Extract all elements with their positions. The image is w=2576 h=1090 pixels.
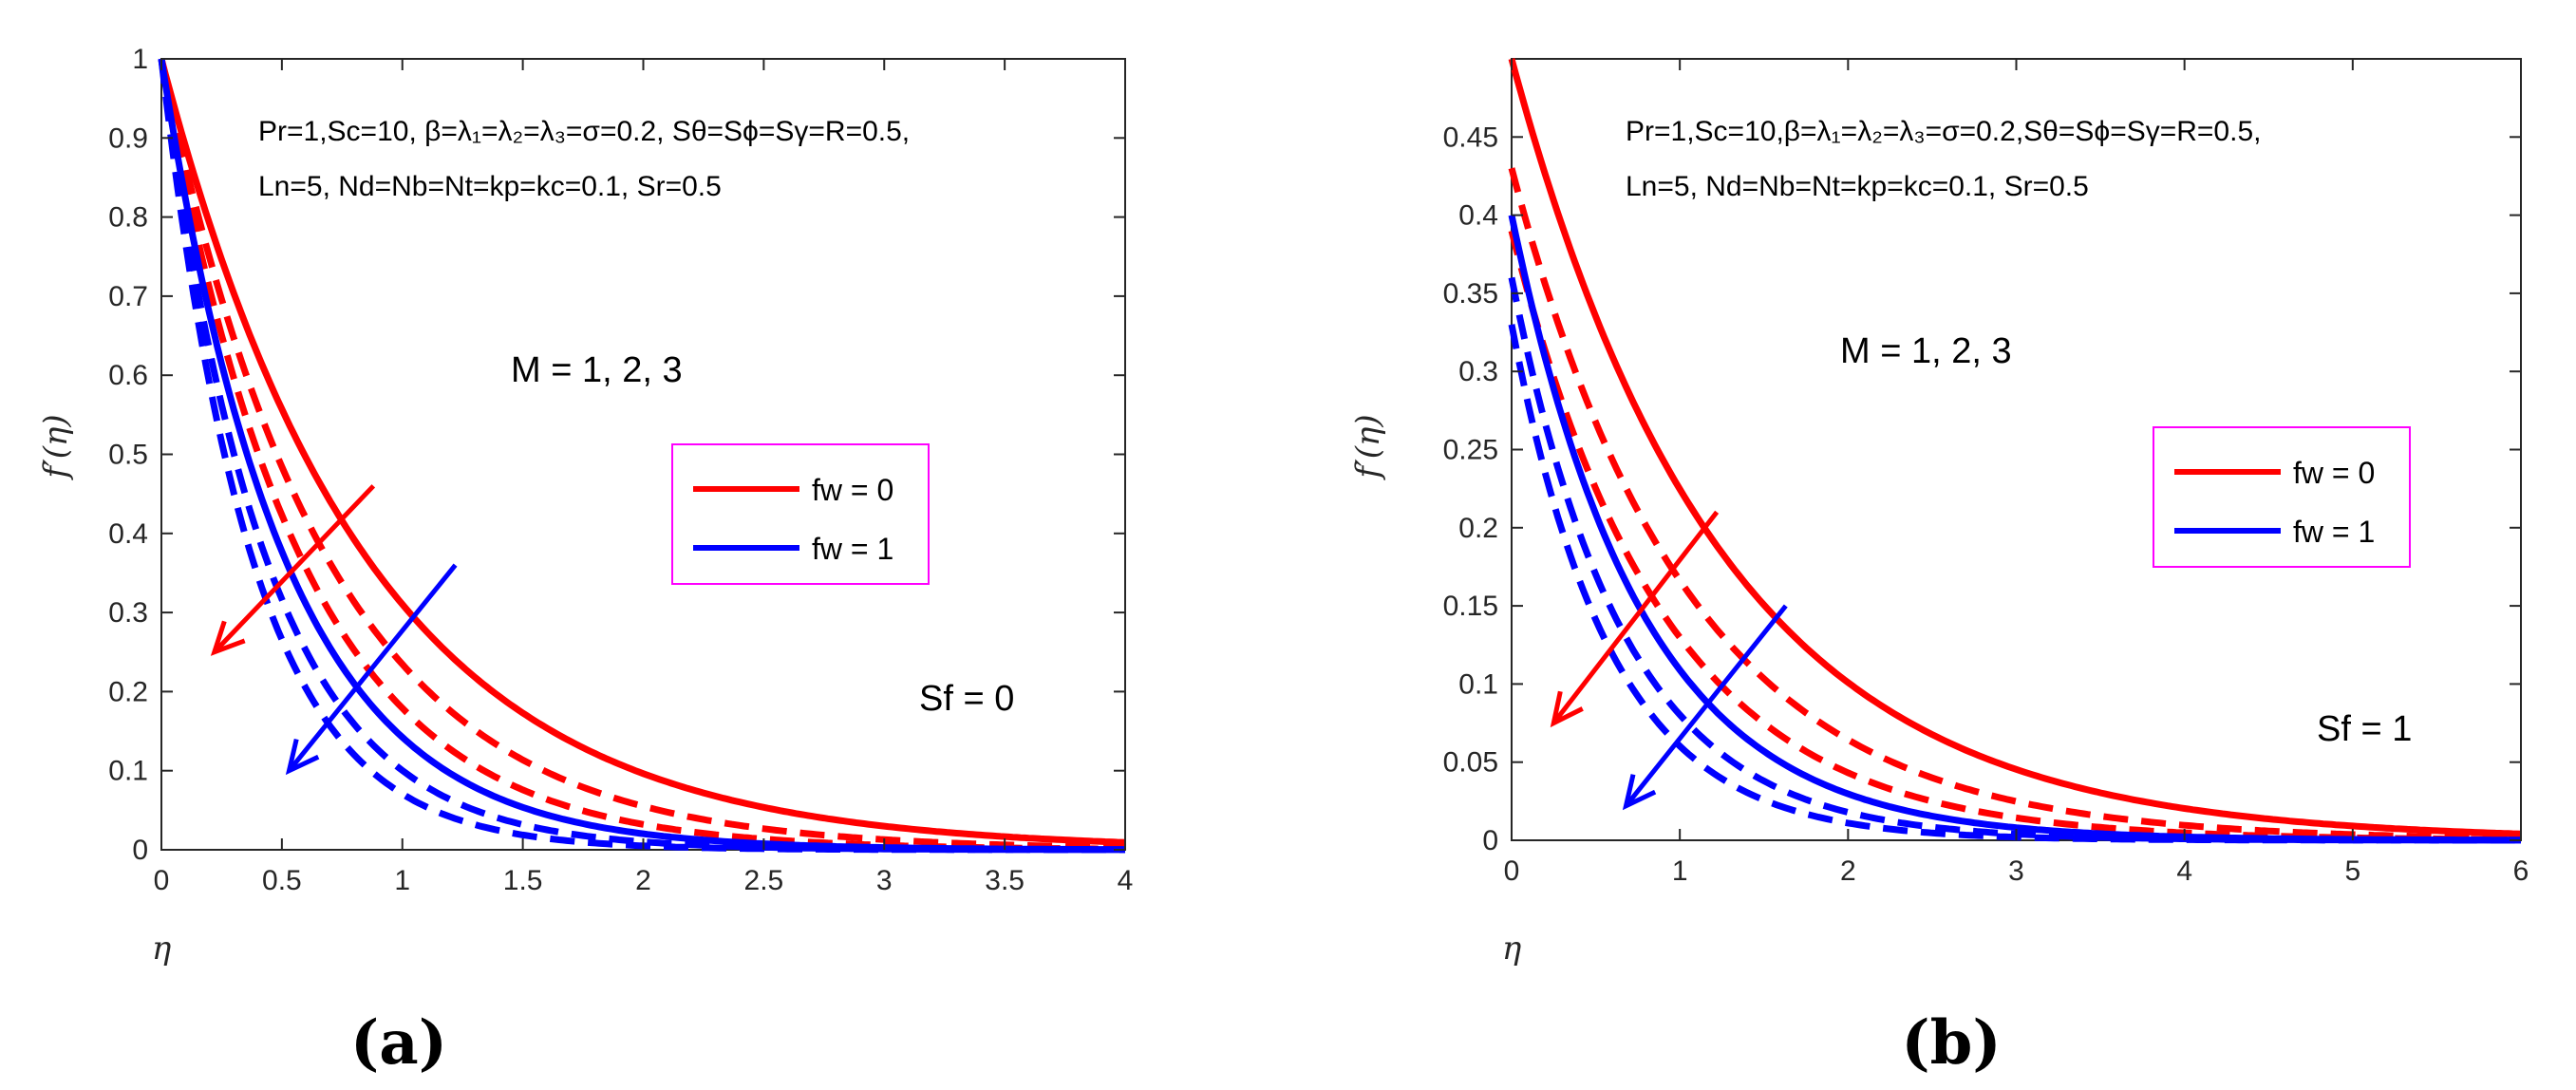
s-annotation-b: Sf = 1: [2317, 709, 2412, 749]
x-tick-label-b-6: 6: [2513, 855, 2529, 887]
legend-box-b: [2153, 426, 2411, 568]
chart-panel-b: 0 1 2 3 4 5 6 0 0.05 0.1 0.15 0.2 0.25 0.3 0.35 0.4 0.45…: [1349, 58, 2529, 1079]
s-annotation-a: Sf = 0: [919, 679, 1014, 719]
ticks-a: 0 0.5 1 1.5 2 2.5 3 3.5 4 0 0.1 0.2 0.3 0.4 0.5 0.6 0.7 0…: [108, 44, 1133, 896]
x-tick-label-a-5: 2.5: [744, 865, 784, 896]
chart-panel-a: 0 0.5 1 1.5 2 2.5 3 3.5 4 0 0.1 0.2 0.3 0.4 0.5 0.6 0.7 0…: [37, 44, 1133, 1079]
arrow-head-a-0: [210, 620, 246, 656]
x-axis-label-b: η: [1502, 930, 1522, 968]
params-annotation-line2-a: Ln=5, Nd=Nb=Nt=kp=kc=0.1, Sr=0.5: [258, 171, 722, 202]
params-annotation-line1-b: Pr=1,Sc=10,β=λ₁=λ₂=λ₃=σ=0.2,Sθ=Sϕ=Sγ=R=0…: [1626, 116, 2261, 147]
y-tick-label-a-6: 0.6: [108, 360, 148, 391]
y-tick-label-b-7: 0.35: [1443, 278, 1498, 310]
series-line-a-0: [158, 58, 1126, 846]
legend-label-fw1-b: fw = 1: [2293, 515, 2375, 549]
y-tick-label-b-3: 0.15: [1443, 591, 1498, 622]
arrow-head-b-0: [1550, 690, 1584, 728]
panel-label-b: (b): [1901, 1007, 2001, 1079]
y-tick-label-a-10: 1: [132, 44, 148, 75]
x-tick-label-a-3: 1.5: [503, 865, 543, 896]
arrow-head-b-1: [1622, 774, 1657, 811]
x-tick-label-a-8: 4: [1118, 865, 1134, 896]
plot-area-a: [160, 58, 1126, 851]
series-line-a-4: [158, 58, 1125, 854]
x-tick-label-b-3: 3: [2008, 855, 2024, 887]
x-tick-label-b-2: 2: [1840, 855, 1856, 887]
y-tick-label-a-9: 0.9: [108, 122, 148, 154]
x-tick-label-b-0: 0: [1504, 855, 1520, 887]
y-tick-label-a-1: 0.1: [108, 756, 148, 787]
y-tick-label-b-8: 0.4: [1458, 200, 1498, 232]
legend-b: fw = 0 fw = 1: [2153, 426, 2411, 568]
legend-label-fw1-a: fw = 1: [812, 532, 893, 566]
params-annotation-line1-a: Pr=1,Sc=10, β=λ₁=λ₂=λ₃=σ=0.2, Sθ=Sϕ=Sγ=R…: [258, 116, 910, 147]
y-tick-label-a-3: 0.3: [108, 597, 148, 629]
series-line-b-0: [1508, 58, 2522, 837]
series-line-b-2: [1508, 230, 2521, 843]
arrows-a: [210, 484, 458, 776]
legend-label-fw0-a: fw = 0: [812, 473, 893, 507]
y-tick-label-a-5: 0.5: [108, 440, 148, 471]
arrow-shaft-b-0: [1551, 510, 1720, 725]
legend-box-a: [671, 443, 930, 585]
y-tick-label-b-6: 0.3: [1458, 356, 1498, 387]
x-tick-label-a-4: 2: [635, 865, 651, 896]
axes-box-a: [160, 58, 1126, 851]
m-annotation-a: M = 1, 2, 3: [511, 350, 683, 390]
y-tick-label-b-5: 0.25: [1443, 435, 1498, 466]
arrow-shaft-b-1: [1624, 604, 1788, 808]
arrow-shaft-a-0: [213, 484, 376, 654]
arrow-shaft-a-1: [287, 563, 458, 773]
y-tick-label-a-4: 0.4: [108, 518, 148, 550]
x-tick-label-b-5: 5: [2344, 855, 2360, 887]
arrow-head-a-1: [285, 739, 320, 776]
y-tick-label-b-2: 0.1: [1458, 668, 1498, 700]
params-annotation-line2-b: Ln=5, Nd=Nb=Nt=kp=kc=0.1, Sr=0.5: [1626, 171, 2089, 202]
x-axis-label-a: η: [152, 930, 172, 968]
y-tick-label-b-4: 0.2: [1458, 513, 1498, 544]
y-axis-label-b: f′(η): [1349, 414, 1387, 480]
y-tick-label-a-7: 0.7: [108, 281, 148, 312]
y-tick-label-b-9: 0.45: [1443, 122, 1498, 153]
legend-label-fw0-b: fw = 0: [2293, 456, 2375, 490]
y-tick-label-b-1: 0.05: [1443, 747, 1498, 779]
x-tick-label-b-1: 1: [1672, 855, 1688, 887]
y-tick-label-a-8: 0.8: [108, 202, 148, 234]
y-tick-label-b-0: 0: [1482, 825, 1498, 856]
x-tick-label-a-6: 3: [876, 865, 893, 896]
x-tick-label-a-0: 0: [154, 865, 170, 896]
series-line-a-1: [158, 58, 1126, 851]
x-tick-label-a-1: 0.5: [262, 865, 302, 896]
x-tick-label-a-2: 1: [394, 865, 410, 896]
x-tick-label-a-7: 3.5: [985, 865, 1025, 896]
x-tick-label-b-4: 4: [2176, 855, 2192, 887]
arrows-b: [1550, 510, 1788, 811]
legend-a: fw = 0 fw = 1: [671, 443, 930, 585]
m-annotation-b: M = 1, 2, 3: [1840, 331, 2012, 371]
y-tick-label-a-0: 0: [132, 835, 148, 866]
panel-label-a: (a): [350, 1007, 447, 1079]
y-tick-label-a-2: 0.2: [108, 676, 148, 707]
y-axis-label-a: f′(η): [37, 414, 75, 480]
ticks-b: 0 1 2 3 4 5 6 0 0.05 0.1 0.15 0.2 0.25 0.3 0.35 0.4 0.45: [1443, 59, 2529, 887]
